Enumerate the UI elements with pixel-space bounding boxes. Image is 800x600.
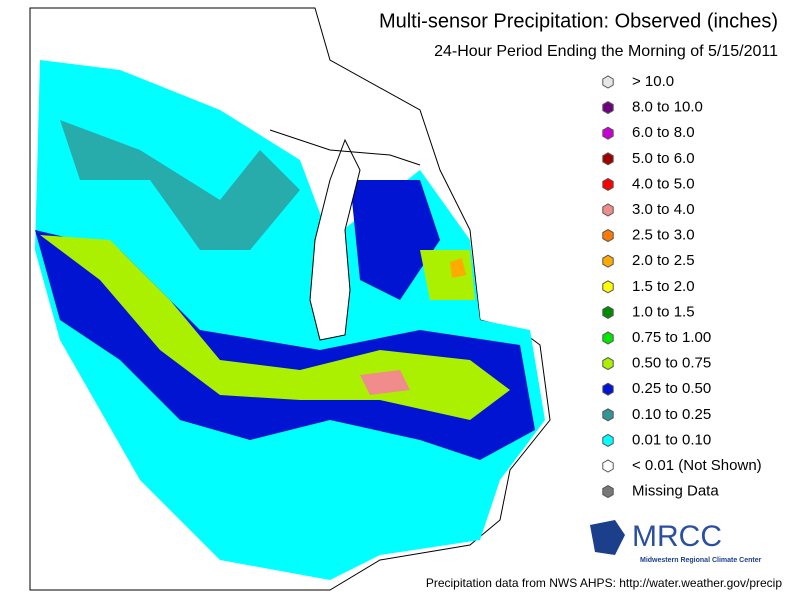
legend-label: 6.0 to 8.0 bbox=[632, 124, 695, 141]
legend-swatch bbox=[602, 280, 614, 294]
legend-label: 0.50 to 0.75 bbox=[632, 355, 711, 372]
legend-swatch bbox=[602, 459, 614, 473]
legend-label: 0.01 to 0.10 bbox=[632, 431, 711, 448]
precip-heavy-mi bbox=[450, 258, 466, 278]
logo-name: MRCC bbox=[632, 520, 722, 553]
legend-swatch bbox=[602, 126, 614, 140]
legend-swatch bbox=[602, 177, 614, 191]
legend-swatch bbox=[602, 203, 614, 217]
legend-swatch bbox=[602, 382, 614, 396]
lake-michigan bbox=[309, 138, 361, 341]
legend-label: Missing Data bbox=[632, 483, 719, 500]
legend-label: > 10.0 bbox=[632, 73, 674, 90]
legend-label: 2.5 to 3.0 bbox=[632, 227, 695, 244]
shoreline bbox=[269, 129, 421, 166]
title: Multi-sensor Precipitation: Observed (in… bbox=[379, 10, 778, 32]
legend-swatch bbox=[602, 433, 614, 447]
credit: Precipitation data from NWS AHPS: http:/… bbox=[426, 576, 782, 590]
legend-label: 1.5 to 2.0 bbox=[632, 278, 695, 295]
legend-label: 4.0 to 5.0 bbox=[632, 175, 695, 192]
legend-label: 2.0 to 2.5 bbox=[632, 252, 695, 269]
legend-swatch bbox=[602, 408, 614, 422]
logo-mark bbox=[590, 520, 625, 555]
legend-swatch bbox=[602, 152, 614, 166]
logo: MRCC Midwestern Regional Climate Center bbox=[590, 520, 762, 564]
legend-swatch bbox=[602, 254, 614, 268]
precip-teal bbox=[60, 120, 300, 250]
subtitle: 24-Hour Period Ending the Morning of 5/1… bbox=[434, 43, 778, 60]
legend-swatch bbox=[602, 75, 614, 89]
legend-label: < 0.01 (Not Shown) bbox=[632, 457, 762, 474]
precip-blue-mi bbox=[350, 180, 440, 300]
legend-label: 8.0 to 10.0 bbox=[632, 99, 703, 116]
legend: > 10.0 8.0 to 10.0 6.0 to 8.0 5.0 to 6.0 4.0… bbox=[602, 73, 762, 500]
legend-swatch bbox=[602, 331, 614, 345]
legend-label: 3.0 to 4.0 bbox=[632, 201, 695, 218]
legend-swatch bbox=[602, 229, 614, 243]
legend-label: 0.10 to 0.25 bbox=[632, 406, 711, 423]
legend-label: 1.0 to 1.5 bbox=[632, 303, 695, 320]
logo-subtitle: Midwestern Regional Climate Center bbox=[640, 557, 762, 564]
legend-label: 0.25 to 0.50 bbox=[632, 380, 711, 397]
legend-label: 0.75 to 1.00 bbox=[632, 329, 711, 346]
precip-heavy bbox=[360, 370, 410, 395]
legend-swatch bbox=[602, 357, 614, 371]
legend-label: 5.0 to 6.0 bbox=[632, 150, 695, 167]
legend-swatch bbox=[602, 485, 614, 499]
legend-swatch bbox=[602, 305, 614, 319]
map bbox=[29, 7, 551, 591]
legend-swatch bbox=[602, 101, 614, 115]
